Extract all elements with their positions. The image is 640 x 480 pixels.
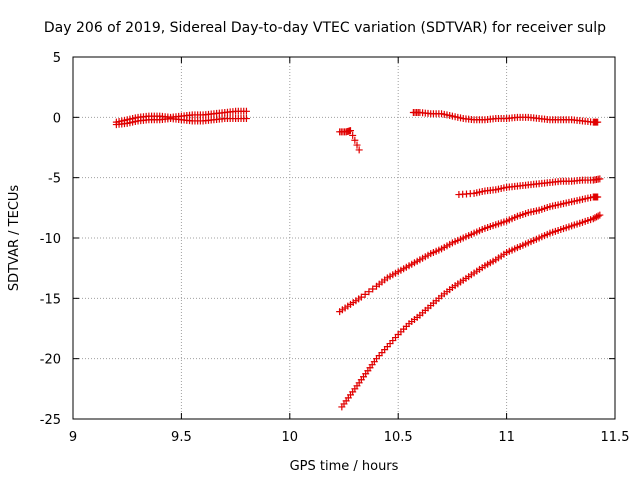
axis-ticks	[72, 56, 616, 420]
data-point	[594, 118, 602, 126]
data-point	[347, 127, 355, 135]
data-points	[112, 107, 604, 411]
x-tick-labels: 9 9.5 10 10.5 11 11.5	[69, 430, 630, 445]
y-tick-label: -5	[48, 172, 61, 187]
y-tick-label: -15	[40, 292, 61, 307]
x-tick-label: 9.5	[171, 430, 192, 445]
series-segment-a-lower	[112, 115, 250, 129]
y-tick-label: -25	[40, 413, 61, 428]
y-tick-label: 0	[53, 111, 61, 126]
data-point	[596, 211, 604, 219]
data-point	[242, 107, 250, 115]
data-point	[593, 213, 601, 221]
data-point	[594, 193, 602, 201]
y-tick-labels: 5 0 -5 -10 -15 -20 -25	[40, 51, 61, 428]
data-point	[365, 288, 373, 296]
x-axis-label: GPS time / hours	[290, 459, 399, 474]
y-tick-label: -10	[40, 232, 61, 247]
data-point	[242, 115, 250, 123]
data-point	[596, 175, 604, 183]
data-point	[594, 212, 602, 220]
x-tick-label: 11	[498, 430, 515, 445]
data-point	[357, 293, 365, 301]
data-point	[355, 146, 363, 154]
data-point	[361, 290, 369, 298]
data-point	[353, 141, 361, 149]
series-segment-b	[336, 127, 363, 154]
chart-title: Day 206 of 2019, Sidereal Day-to-day VTE…	[44, 20, 606, 36]
x-tick-label: 9	[69, 430, 77, 445]
series-segment-c	[409, 109, 602, 126]
data-point	[351, 136, 359, 144]
series-segment-d	[455, 175, 604, 199]
x-tick-label: 11.5	[601, 430, 630, 445]
x-tick-label: 10.5	[384, 430, 413, 445]
series-segment-e	[336, 193, 602, 316]
series-segment-f	[338, 211, 604, 411]
y-tick-label: -20	[40, 353, 61, 368]
y-axis-label: SDTVAR / TECUs	[7, 185, 22, 292]
y-tick-label: 5	[53, 51, 61, 66]
x-tick-label: 10	[282, 430, 299, 445]
data-point	[349, 131, 357, 139]
data-point	[369, 285, 377, 293]
